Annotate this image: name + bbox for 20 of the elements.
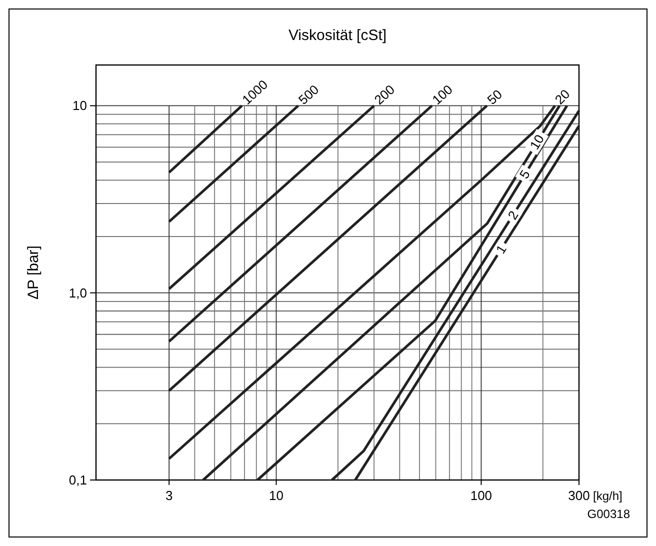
chart-title: Viskosität [cSt] bbox=[288, 27, 387, 44]
y-axis-title: ΔP [bar] bbox=[25, 246, 42, 300]
x-tick-label: 3 bbox=[165, 488, 173, 503]
annotation: 5 bbox=[516, 167, 533, 182]
y-tick-label: 1,0 bbox=[68, 285, 87, 300]
x-tick-label: 300 bbox=[568, 488, 590, 503]
x-tick-label: 10 bbox=[269, 488, 284, 503]
x-tick-label: 100 bbox=[470, 488, 492, 503]
annotation: 2 bbox=[504, 208, 522, 222]
annotation: 50 bbox=[484, 86, 505, 108]
y-tick-label: 0,1 bbox=[68, 472, 87, 488]
annotation: 500 bbox=[296, 82, 322, 108]
annotation: 10 bbox=[526, 132, 548, 152]
annotation: 1 bbox=[492, 242, 510, 256]
y-tick-label: 10 bbox=[72, 98, 87, 114]
text: G00318 bbox=[587, 507, 630, 521]
annotation: 20 bbox=[552, 86, 573, 108]
x-axis-title: [kg/h] bbox=[593, 489, 622, 503]
annotation: 100 bbox=[429, 82, 456, 108]
annotation: 200 bbox=[371, 82, 398, 108]
